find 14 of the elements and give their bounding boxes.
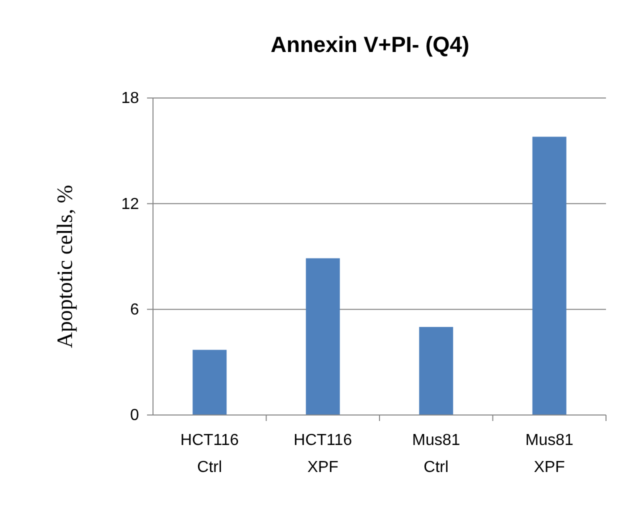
y-tick-label: 12 <box>121 196 140 213</box>
bar <box>306 258 340 415</box>
chart-title: Annexin V+PI- (Q4) <box>270 32 470 57</box>
bar <box>192 350 227 415</box>
y-tick-label: 0 <box>130 407 140 424</box>
x-tick-label: Mus81 Ctrl <box>412 432 460 476</box>
y-tick-label: 18 <box>121 90 140 108</box>
bar <box>532 136 566 415</box>
y-tick-label: 6 <box>130 301 140 318</box>
bar <box>419 326 454 415</box>
x-tick-label: Mus81 XPF <box>525 432 574 476</box>
x-tick-label: HCT116 Ctrl <box>180 432 239 476</box>
y-axis-title: Apoptotic cells, % <box>52 184 77 348</box>
x-tick-label: HCT116 XPF <box>294 432 352 476</box>
